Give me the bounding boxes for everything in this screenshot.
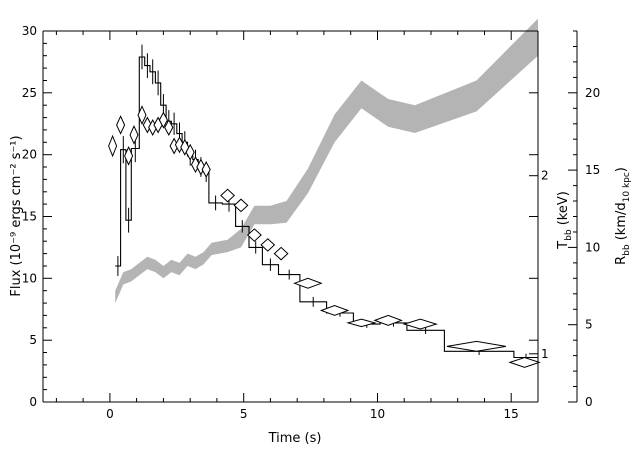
x-tick-label: 10 (370, 407, 385, 421)
temperature-diamond (273, 246, 289, 261)
temperature-diamond (201, 161, 211, 178)
radius-tick-label: 15 (585, 163, 600, 177)
temperature-diamond (108, 134, 118, 158)
temperature-diamond (137, 105, 147, 125)
y-tick-label: 25 (22, 86, 37, 100)
y-tick-label: 20 (22, 148, 37, 162)
y-axis-label: Flux (10⁻⁹ ergs cm⁻² s⁻¹) (9, 135, 24, 296)
temperature-diamond (233, 198, 249, 213)
temperature-diamond (260, 238, 276, 252)
temperature-diamond-layer (108, 105, 541, 368)
temperature-diamond (293, 277, 323, 289)
temperature-diamond (446, 340, 506, 352)
radius-tick-label: 20 (585, 86, 600, 100)
radius-band-layer (115, 18, 538, 304)
temperature-tick-label: 1 (541, 347, 549, 361)
temperature-diamond (220, 188, 236, 203)
x-axis-label: Time (s) (268, 431, 322, 446)
x-tick-label: 0 (106, 407, 114, 421)
y-tick-label: 0 (29, 395, 37, 409)
temperature-diamond (373, 314, 403, 326)
temperature-diamond (116, 115, 126, 135)
right-axis-label-radius: Rbb (km/d10 kpc) (614, 167, 632, 265)
y-tick-label: 15 (22, 210, 37, 224)
radius-band (115, 18, 538, 304)
temperature-diamond (402, 318, 438, 330)
temperature-tick-label: 2 (541, 169, 549, 183)
radius-tick-label: 0 (585, 395, 593, 409)
radius-tick-label: 5 (585, 318, 593, 332)
temperature-diamond (319, 304, 350, 316)
temperature-diamond (164, 118, 174, 136)
temperature-diamond (124, 146, 134, 166)
temperature-diamond (185, 143, 195, 161)
temperature-diamond (129, 125, 139, 145)
temperature-diamond (246, 228, 262, 242)
y-tick-label: 30 (22, 24, 37, 38)
x-tick-label: 15 (504, 407, 519, 421)
temperature-diamond (158, 111, 168, 129)
right-axis-label-temperature: Tbb (keV) (556, 191, 574, 250)
temperature-diamond (346, 318, 377, 328)
y-tick-label: 5 (29, 333, 37, 347)
radius-tick-label: 10 (585, 240, 600, 254)
y-tick-label: 10 (22, 271, 37, 285)
temperature-diamond (508, 356, 541, 368)
label-layer: Time (s) Flux (10⁻⁹ ergs cm⁻² s⁻¹) Tbb (… (9, 135, 632, 446)
x-tick-label: 5 (240, 407, 248, 421)
